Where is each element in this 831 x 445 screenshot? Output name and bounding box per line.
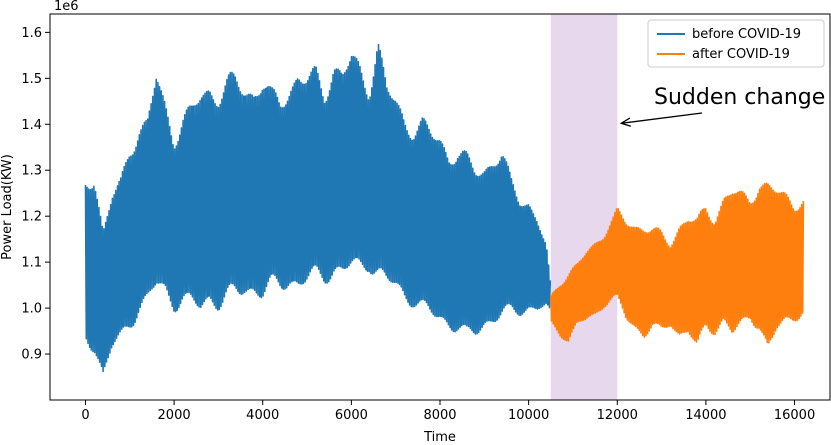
legend-label-after: after COVID-19	[692, 47, 790, 62]
x-tick-label: 6000	[335, 408, 368, 423]
annotation-arrow-head	[619, 117, 631, 127]
annotation-text: Sudden change	[654, 85, 825, 110]
annotation-arrow	[621, 112, 703, 124]
legend: before COVID-19 after COVID-19	[647, 19, 825, 68]
x-tick-label: 12000	[597, 408, 638, 423]
y-tick-label: 1.5	[21, 72, 42, 87]
series-line-after-covid	[550, 182, 805, 344]
y-tick-label: 1.4	[21, 118, 42, 133]
y-tick-label: 1.0	[21, 302, 42, 317]
y-offset-label: 1e6	[54, 0, 79, 14]
x-tick-label: 14000	[685, 408, 726, 423]
legend-label-before: before COVID-19	[692, 27, 801, 42]
series-line-before-covid	[84, 43, 552, 373]
annotation: Sudden change	[619, 85, 825, 127]
series-layer	[84, 43, 805, 373]
y-tick-label: 0.9	[21, 348, 42, 363]
x-tick-label: 2000	[158, 408, 191, 423]
y-tick-label: 1.2	[21, 210, 42, 225]
highlight-band-layer	[550, 14, 618, 400]
x-tick-label: 10000	[508, 408, 549, 423]
y-tick-label: 1.1	[21, 256, 42, 271]
legend-box	[647, 19, 825, 68]
x-tick-label: 16000	[774, 408, 815, 423]
x-axis-label: Time	[423, 430, 456, 445]
y-tick-label: 1.6	[21, 26, 42, 41]
x-tick-label: 0	[81, 408, 89, 423]
x-tick-label: 8000	[423, 408, 456, 423]
y-axis-ticks: 0.9 1.0 1.1 1.2 1.3 1.4 1.5 1.6	[21, 26, 50, 363]
y-axis-label: Power Load(KW)	[0, 154, 15, 260]
x-tick-label: 4000	[246, 408, 279, 423]
highlight-band	[550, 14, 618, 400]
x-axis-ticks: 0 2000 4000 6000 8000 10000 12000 14000 16000	[81, 400, 815, 423]
y-tick-label: 1.3	[21, 164, 42, 179]
